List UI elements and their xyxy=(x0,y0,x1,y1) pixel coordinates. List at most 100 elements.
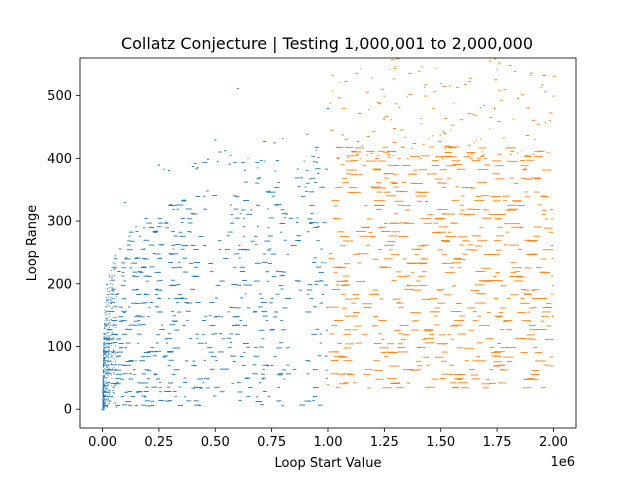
scatter-point xyxy=(389,249,393,251)
scatter-point xyxy=(104,405,106,407)
scatter-point xyxy=(164,221,168,223)
scatter-point xyxy=(110,307,112,309)
scatter-point xyxy=(243,236,245,238)
scatter-point xyxy=(268,217,274,219)
scatter-point xyxy=(263,141,267,142)
scatter-point xyxy=(340,285,347,286)
scatter-point xyxy=(408,72,412,74)
scatter-point xyxy=(347,192,355,193)
scatter-point xyxy=(147,378,150,380)
scatter-point xyxy=(424,329,434,331)
scatter-point xyxy=(500,285,507,287)
scatter-point xyxy=(467,153,469,155)
scatter-point xyxy=(103,359,107,361)
scatter-point xyxy=(108,310,110,312)
scatter-point xyxy=(400,338,407,340)
scatter-point xyxy=(116,296,117,298)
scatter-point xyxy=(331,199,340,201)
scatter-point xyxy=(443,133,447,135)
scatter-point xyxy=(500,329,505,330)
scatter-point xyxy=(102,366,104,368)
scatter-point xyxy=(141,395,147,397)
scatter-point xyxy=(502,137,505,139)
scatter-point xyxy=(412,183,423,184)
scatter-point xyxy=(438,182,448,184)
scatter-point xyxy=(112,284,114,286)
scatter-point xyxy=(104,396,106,398)
scatter-point xyxy=(244,377,251,379)
scatter-point xyxy=(108,335,110,337)
scatter-point xyxy=(107,403,109,405)
scatter-point xyxy=(466,152,476,153)
scatter-point xyxy=(103,352,105,354)
scatter-point xyxy=(507,204,517,206)
scatter-point xyxy=(111,356,113,358)
scatter-point xyxy=(118,364,124,366)
scatter-point xyxy=(104,347,106,349)
scatter-point xyxy=(173,315,176,317)
scatter-point xyxy=(393,174,398,176)
scatter-point xyxy=(109,275,111,277)
scatter-point xyxy=(336,156,339,158)
scatter-point xyxy=(174,347,181,349)
scatter-point xyxy=(104,314,106,316)
scatter-point xyxy=(551,258,554,260)
scatter-point xyxy=(106,283,109,285)
scatter-point xyxy=(344,138,348,140)
scatter-point xyxy=(167,351,174,352)
scatter-point xyxy=(506,298,511,299)
scatter-point xyxy=(487,280,497,281)
scatter-point xyxy=(109,371,111,373)
scatter-point xyxy=(430,311,437,313)
scatter-point xyxy=(152,253,156,254)
scatter-point xyxy=(277,271,284,273)
scatter-point xyxy=(193,400,199,402)
scatter-point xyxy=(523,379,533,380)
scatter-point xyxy=(417,365,422,367)
scatter-point xyxy=(215,360,218,361)
scatter-point xyxy=(451,160,461,162)
scatter-point xyxy=(282,213,287,214)
scatter-point xyxy=(215,315,221,317)
scatter-point xyxy=(104,342,105,343)
scatter-point xyxy=(106,386,107,388)
scatter-point xyxy=(121,333,128,335)
scatter-point xyxy=(213,395,217,397)
scatter-point xyxy=(110,293,112,295)
scatter-point xyxy=(115,356,117,358)
scatter-point xyxy=(104,364,106,366)
scatter-point xyxy=(106,319,108,321)
scatter-point xyxy=(494,315,504,317)
scatter-point xyxy=(495,249,502,251)
scatter-point xyxy=(103,385,105,387)
scatter-point xyxy=(298,240,301,242)
scatter-point xyxy=(416,262,428,264)
scatter-point xyxy=(172,248,175,250)
scatter-point xyxy=(481,151,483,153)
scatter-point xyxy=(182,199,187,201)
scatter-point xyxy=(107,340,108,342)
scatter-point xyxy=(172,267,178,269)
scatter-point xyxy=(522,387,532,389)
scatter-point xyxy=(142,382,149,384)
scatter-point xyxy=(494,351,505,353)
scatter-point xyxy=(432,107,435,109)
scatter-point xyxy=(107,360,112,362)
scatter-point xyxy=(531,289,540,291)
scatter-point xyxy=(242,280,248,281)
scatter-point xyxy=(103,364,109,366)
scatter-point xyxy=(166,386,171,388)
scatter-point xyxy=(110,324,112,326)
scatter-point xyxy=(384,244,394,246)
scatter-point xyxy=(236,284,242,286)
scatter-point xyxy=(134,315,139,317)
scatter-point xyxy=(517,248,522,250)
scatter-point xyxy=(111,396,114,398)
scatter-point xyxy=(130,240,135,242)
scatter-point xyxy=(106,355,108,357)
scatter-point xyxy=(171,231,175,233)
scatter-point xyxy=(383,387,392,389)
scatter-point xyxy=(146,356,151,358)
scatter-point xyxy=(104,376,106,378)
scatter-point xyxy=(109,347,111,348)
